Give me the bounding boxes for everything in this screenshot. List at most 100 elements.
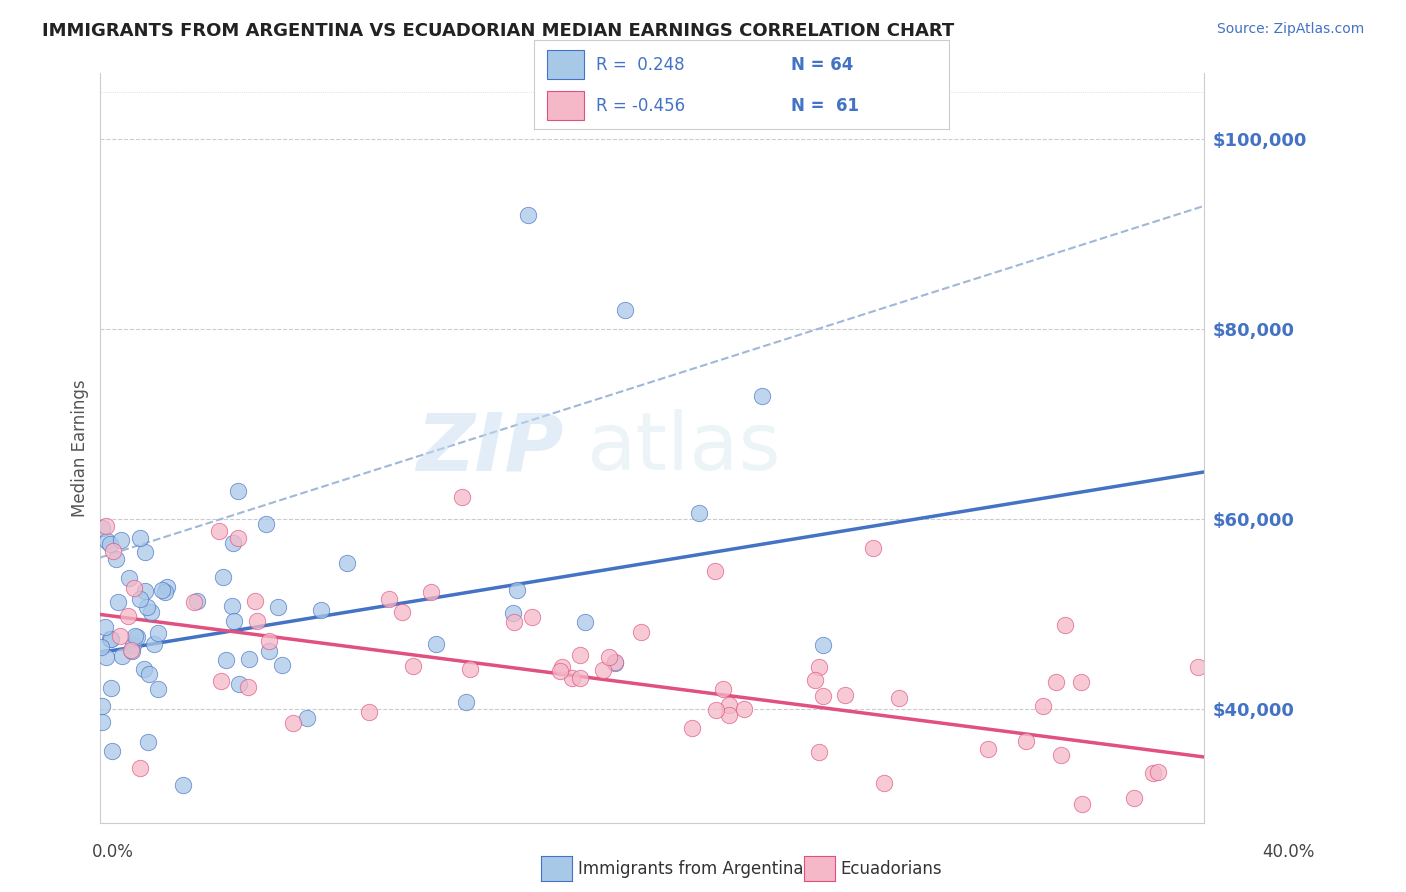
Point — [246, 615, 269, 629]
Point — [568, 648, 591, 662]
Point — [506, 582, 529, 597]
Point — [704, 703, 727, 717]
Point — [502, 607, 524, 621]
Bar — [547, 50, 583, 79]
Point — [98, 537, 121, 551]
Point — [228, 677, 250, 691]
Point — [134, 545, 156, 559]
Point — [613, 303, 636, 318]
Point — [603, 656, 626, 670]
Point — [751, 389, 773, 403]
Point — [454, 695, 477, 709]
Point — [226, 483, 249, 498]
Point — [257, 644, 280, 658]
Point — [551, 660, 574, 674]
Point — [209, 673, 232, 688]
Point — [148, 626, 170, 640]
Point — [214, 653, 236, 667]
Text: 40.0%: 40.0% — [1263, 843, 1315, 861]
Point — [630, 624, 652, 639]
Point — [378, 591, 401, 606]
Point — [142, 637, 165, 651]
Point — [98, 632, 121, 647]
Text: N = 64: N = 64 — [792, 55, 853, 74]
Point — [281, 716, 304, 731]
Point — [101, 543, 124, 558]
Point — [122, 581, 145, 595]
Point — [517, 209, 540, 223]
Point — [117, 608, 139, 623]
Point — [450, 490, 472, 504]
Point — [100, 681, 122, 696]
Point — [267, 599, 290, 614]
Y-axis label: Median Earnings: Median Earnings — [72, 379, 89, 517]
Point — [134, 662, 156, 676]
Text: Source: ZipAtlas.com: Source: ZipAtlas.com — [1216, 22, 1364, 37]
Point — [136, 735, 159, 749]
Point — [1045, 675, 1067, 690]
Point — [688, 506, 710, 520]
Point — [94, 620, 117, 634]
Point — [520, 610, 543, 624]
Text: 0.0%: 0.0% — [91, 843, 134, 861]
Point — [592, 663, 614, 677]
Point — [226, 532, 249, 546]
Text: IMMIGRANTS FROM ARGENTINA VS ECUADORIAN MEDIAN EARNINGS CORRELATION CHART: IMMIGRANTS FROM ARGENTINA VS ECUADORIAN … — [42, 22, 955, 40]
Point — [254, 516, 277, 531]
Point — [91, 521, 114, 535]
Point — [90, 640, 112, 654]
Point — [1049, 748, 1071, 763]
Point — [105, 552, 128, 566]
Point — [420, 585, 443, 599]
Point — [96, 519, 118, 533]
Point — [561, 671, 583, 685]
Point — [212, 570, 235, 584]
Point — [977, 742, 1000, 756]
Point — [359, 706, 381, 720]
Point — [295, 711, 318, 725]
Point — [124, 629, 146, 643]
Point — [111, 648, 134, 663]
Point — [681, 721, 703, 735]
Point — [391, 605, 413, 619]
Point — [834, 688, 856, 702]
Point — [127, 631, 149, 645]
Point — [503, 615, 526, 629]
Point — [208, 524, 231, 538]
Point — [186, 594, 208, 608]
Point — [574, 615, 596, 629]
Point — [1070, 797, 1092, 812]
Point — [1123, 790, 1146, 805]
Text: N =  61: N = 61 — [792, 96, 859, 115]
Point — [402, 658, 425, 673]
Point — [110, 533, 132, 548]
Point — [568, 671, 591, 685]
Point — [603, 656, 626, 670]
Point — [236, 680, 259, 694]
Point — [1142, 766, 1164, 780]
Point — [889, 690, 911, 705]
Point — [1032, 698, 1054, 713]
Point — [704, 564, 727, 578]
Point — [222, 614, 245, 628]
Point — [150, 583, 173, 598]
Text: atlas: atlas — [586, 409, 780, 487]
Point — [120, 643, 142, 657]
Point — [139, 605, 162, 619]
Point — [717, 708, 740, 723]
Point — [183, 595, 205, 609]
Point — [311, 603, 333, 617]
Point — [1187, 659, 1209, 673]
Point — [146, 682, 169, 697]
Point — [156, 580, 179, 594]
Bar — [547, 91, 583, 120]
Point — [811, 638, 834, 652]
Point — [108, 628, 131, 642]
Point — [335, 556, 357, 570]
Point — [128, 591, 150, 606]
Point — [425, 637, 447, 651]
Text: R =  0.248: R = 0.248 — [596, 55, 685, 74]
Text: ZIP: ZIP — [416, 409, 564, 487]
Point — [1070, 675, 1092, 690]
Point — [873, 776, 896, 790]
